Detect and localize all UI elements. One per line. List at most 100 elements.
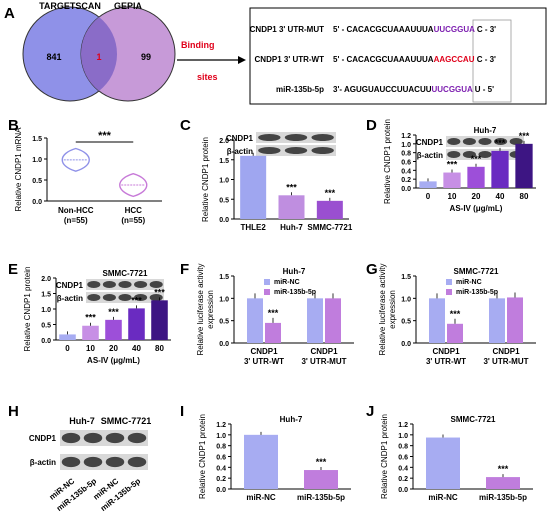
bar [426,437,460,489]
blot-row-label: β-actin [30,458,56,467]
y-tick-label: 0.0 [219,341,229,348]
bar [419,181,437,188]
chart-title: Huh-7 [283,267,306,276]
y-tick-label: 0.5 [32,178,42,185]
bar [486,477,520,489]
panel-label-j: J [366,403,374,420]
blot-band [509,137,523,146]
chart-e: SMMC-7721 CNDP1 β-actin 0.0 0.5 1.0 1.5 2.0 Rela… [23,267,171,365]
x-tick-label: CNDP1 [250,347,278,356]
bar [278,195,305,219]
legend-swatch [264,279,270,285]
y-axis-label: Relative CNDP1 protein [201,137,210,222]
y-tick-label: 0.8 [216,444,226,451]
binding-site-bases: UUCGGUA [434,25,476,34]
arrow-label-binding: Binding [181,40,215,50]
panel-label-a: A [4,5,15,22]
violin [61,147,90,172]
y-tick-label: 0.4 [216,465,226,472]
chart-title: Huh-7 [474,126,497,135]
significance-label: *** [154,287,165,297]
venn-right-label: GEPIA [114,1,143,11]
x-tick-label: 40 [132,344,141,353]
y-tick-label: 0.8 [398,444,408,451]
y-axis-label: Relative CNDP1 protein [23,267,32,352]
blot-row-label: β-actin [227,147,253,156]
x-tick-label: 20 [109,344,118,353]
panel-label-e: E [8,261,18,278]
x-tick-label: miR-NC [428,493,458,502]
y-tick-label: 1.2 [216,422,226,429]
legend-swatch [446,289,452,295]
blot-band [102,293,116,302]
binding-site-highlight [472,19,512,103]
x-tick-label: miR-135b-5p [479,493,527,502]
bar [443,172,461,188]
y-tick-label: 1.5 [41,292,51,299]
y-tick-label: 0.0 [219,217,229,224]
chart-d: Huh-7 CNDP1 β-actin 0.0 0.2 0.40.6 0.8 1.0 1.2 Re… [383,119,536,213]
blot-band [258,146,281,155]
binding-sites-box: CNDP1 3' UTR-MUT 5' - CACACGCUAAAUUUAUUCG… [249,7,547,105]
bar [507,297,523,343]
venn-left-count: 841 [46,52,61,62]
panel-label-d: D [366,117,377,134]
x-tick-label: 80 [155,344,164,353]
x-tick-label: 0 [426,192,431,201]
venn-right-count: 99 [141,52,151,62]
chart-c: CNDP1 β-actin 0.0 0.5 1.0 1.5 2.0 Relative CNDP… [201,132,353,232]
blot-row-label: β-actin [57,294,83,303]
blot-band [83,456,103,468]
bar [247,298,263,343]
binding-site-bases: AAGCCAU [434,55,475,64]
y-tick-label: 1.5 [401,274,411,281]
x-tick-label: 40 [496,192,505,201]
bar [447,323,463,343]
blot-group-label: SMMC-7721 [101,416,152,426]
x-tick-label: 3' UTR-MUT [301,357,346,366]
x-tick-label: 20 [472,192,481,201]
blot-band [478,137,492,146]
blot-band [478,150,492,159]
panel-label-g: G [366,261,378,278]
y-axis-label: Relative CNDP1 protein [383,119,392,204]
bar [105,319,122,340]
x-tick-label: (n=55) [64,216,88,225]
significance-label: *** [108,307,119,317]
blot-band [284,146,308,155]
chart-h: Huh-7 SMMC-7721CNDP1β-actinmiR-NCmiR-135b… [29,416,151,513]
bar [429,298,445,343]
significance-label: *** [450,309,461,319]
bar [304,470,338,489]
blot-band [258,133,281,142]
blot-band [102,280,116,289]
blot-band [127,432,147,444]
blot-row-label: β-actin [417,151,443,160]
y-tick-label: 0.0 [401,186,411,193]
bar [491,150,509,188]
blot-strip [60,454,148,470]
y-tick-label: 0.0 [398,487,408,494]
y-tick-label: 1.0 [401,296,411,303]
bar [151,300,168,340]
legend-swatch [446,279,452,285]
x-axis-label: AS-IV (μg/mL) [450,204,503,213]
legend-label: miR-NC [456,279,482,286]
bar [244,434,278,489]
x-tick-label: Non-HCC [58,206,94,215]
blot-row-label: CNDP1 [416,138,444,147]
blot-band [127,456,147,468]
y-tick-label: 0.2 [401,177,411,184]
blot-row-label: CNDP1 [29,434,57,443]
blot-band [447,137,461,146]
blot-band [149,280,163,289]
significance-label: *** [519,131,530,141]
y-tick-label: 0.2 [216,476,226,483]
y-axis-label: Relative CNDP1 mRNA [14,127,23,212]
y-tick-label: 0.0 [401,341,411,348]
binding-arrow: Binding sites [177,40,246,82]
sequence-label: CNDP1 3' UTR-WT [255,55,325,64]
sequence-label: miR-135b-5p [276,85,324,94]
y-tick-label: 1.2 [398,422,408,429]
